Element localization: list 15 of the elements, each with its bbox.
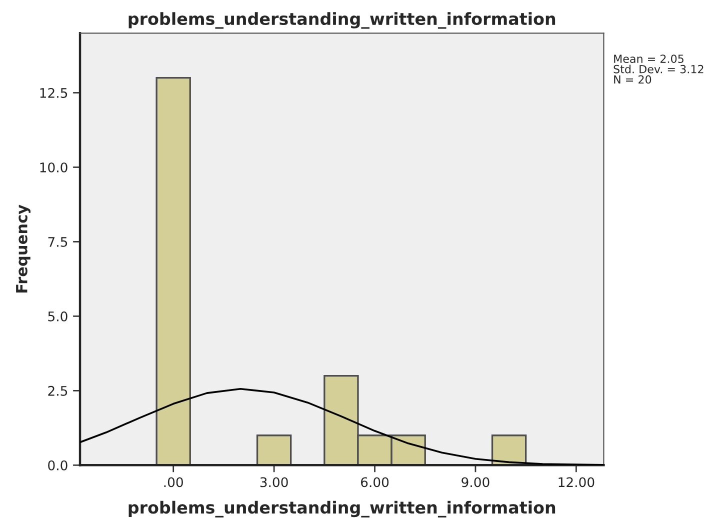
x-tick-label: 9.00 bbox=[462, 477, 490, 488]
y-tick-label: 2.5 bbox=[48, 386, 68, 396]
y-axis-title: Frequency bbox=[16, 204, 30, 292]
y-tick-label: 10.0 bbox=[40, 162, 68, 172]
y-tick-label: 12.5 bbox=[40, 88, 68, 98]
x-tick-label: 12.00 bbox=[558, 477, 594, 488]
x-tick-label: 6.00 bbox=[360, 477, 389, 488]
x-axis-title: problems_understanding_written_information bbox=[128, 500, 556, 518]
y-tick-label: 5.0 bbox=[48, 311, 68, 322]
chart-title: problems_understanding_written_information bbox=[128, 12, 556, 29]
y-tick-label: 7.5 bbox=[48, 237, 68, 247]
x-tick-label: .00 bbox=[164, 477, 183, 488]
text: Mean = 2.05 Std. Dev. = 3.12 N = 20 bbox=[614, 54, 704, 84]
y-tick-label: 0.0 bbox=[48, 460, 68, 470]
x-tick-label: 3.00 bbox=[260, 477, 288, 488]
